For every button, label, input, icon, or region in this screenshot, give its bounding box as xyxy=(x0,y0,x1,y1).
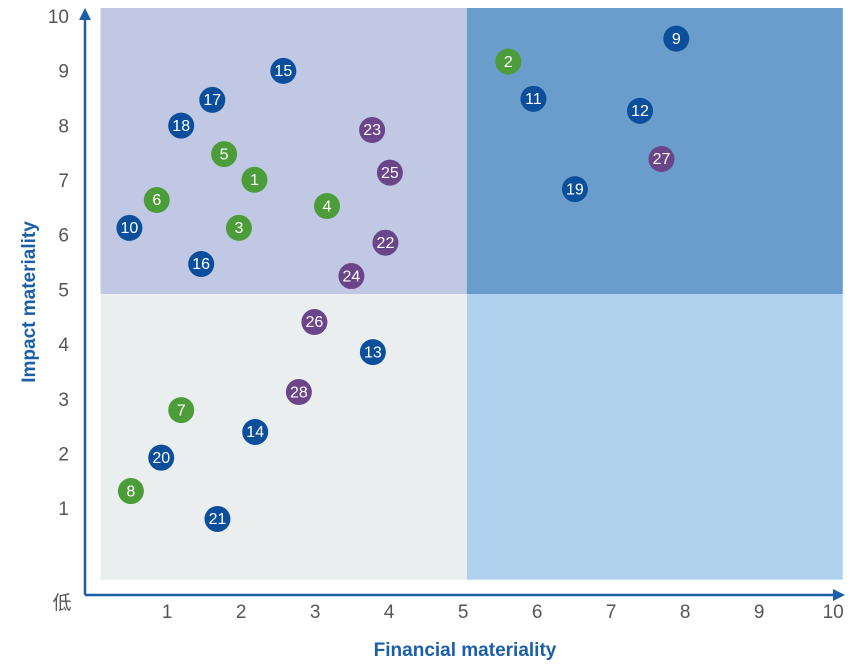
point-label: 20 xyxy=(152,450,170,467)
y-tick-label: 10 xyxy=(48,7,69,28)
y-tick-label: 4 xyxy=(58,335,69,356)
point xyxy=(663,25,690,52)
point-label: 27 xyxy=(653,151,671,168)
quadrant xyxy=(466,294,843,580)
point-label: 21 xyxy=(209,511,227,528)
point-label: 19 xyxy=(566,181,584,198)
point-label: 24 xyxy=(343,268,361,285)
point xyxy=(211,141,238,168)
point xyxy=(627,97,654,124)
x-tick-label: 2 xyxy=(236,602,247,623)
x-tick-label: 3 xyxy=(310,602,321,623)
point-label: 10 xyxy=(121,220,139,237)
x-arrow xyxy=(833,589,845,601)
points: 1234567891011121314151617181920212223242… xyxy=(116,25,690,532)
point xyxy=(338,263,365,290)
point xyxy=(648,145,675,172)
point-label: 16 xyxy=(192,256,210,273)
x-tick-label: 6 xyxy=(532,602,543,623)
point xyxy=(301,309,328,336)
point-label: 15 xyxy=(274,63,292,80)
x-tick-label: 8 xyxy=(680,602,691,623)
point xyxy=(116,214,143,241)
y-tick-label: 3 xyxy=(58,390,69,411)
point-label: 2 xyxy=(504,54,513,71)
point xyxy=(204,505,231,532)
point xyxy=(225,214,252,241)
point xyxy=(270,57,297,84)
point-label: 6 xyxy=(152,192,161,209)
point xyxy=(117,478,144,505)
point-label: 5 xyxy=(220,146,229,163)
point-label: 8 xyxy=(126,483,135,500)
point-label: 25 xyxy=(381,165,399,182)
point xyxy=(313,193,340,220)
point-label: 1 xyxy=(250,172,259,189)
point-label: 17 xyxy=(203,92,221,109)
point-label: 3 xyxy=(234,220,243,237)
point xyxy=(143,187,170,214)
point xyxy=(199,86,226,113)
point xyxy=(359,116,386,143)
x-axis-title: Financial materiality xyxy=(374,640,557,661)
quadrant xyxy=(100,294,467,580)
y-tick-label: 5 xyxy=(58,280,69,301)
point xyxy=(168,397,195,424)
point xyxy=(520,85,547,112)
point-label: 22 xyxy=(377,235,395,252)
point-label: 28 xyxy=(290,384,308,401)
origin-label: 低 xyxy=(52,592,71,614)
point xyxy=(561,176,588,203)
point-label: 12 xyxy=(631,103,649,120)
point-label: 23 xyxy=(363,122,381,139)
point xyxy=(168,112,195,139)
y-tick-label: 1 xyxy=(58,499,69,520)
y-tick-label: 2 xyxy=(58,445,69,466)
point-label: 14 xyxy=(246,424,264,441)
point xyxy=(359,339,386,366)
point-label: 7 xyxy=(177,402,186,419)
axes xyxy=(79,8,845,601)
point xyxy=(372,229,399,256)
y-tick-label: 8 xyxy=(58,116,69,137)
x-tick-label: 5 xyxy=(458,602,469,623)
y-arrow xyxy=(79,8,91,20)
point xyxy=(148,444,175,471)
y-axis-title: Impact materiality xyxy=(19,221,40,383)
y-tick-label: 9 xyxy=(58,62,69,83)
point xyxy=(188,251,215,278)
x-tick-label: 9 xyxy=(754,602,765,623)
x-tick-label: 7 xyxy=(606,602,617,623)
x-tick-label: 4 xyxy=(384,602,395,623)
x-tick-label: 1 xyxy=(162,602,173,623)
x-tick-label: 10 xyxy=(823,602,844,623)
point-label: 9 xyxy=(672,31,681,48)
point-label: 13 xyxy=(364,344,382,361)
y-tick-label: 6 xyxy=(58,226,69,247)
y-tick-label: 7 xyxy=(58,171,69,192)
point xyxy=(376,159,403,186)
quadrant xyxy=(100,8,467,295)
point xyxy=(495,48,522,75)
point xyxy=(242,418,269,445)
point xyxy=(285,379,312,406)
point xyxy=(241,166,268,193)
point-label: 18 xyxy=(172,118,190,135)
point-label: 4 xyxy=(323,198,332,215)
point-label: 26 xyxy=(306,314,324,331)
point-label: 11 xyxy=(525,91,542,108)
